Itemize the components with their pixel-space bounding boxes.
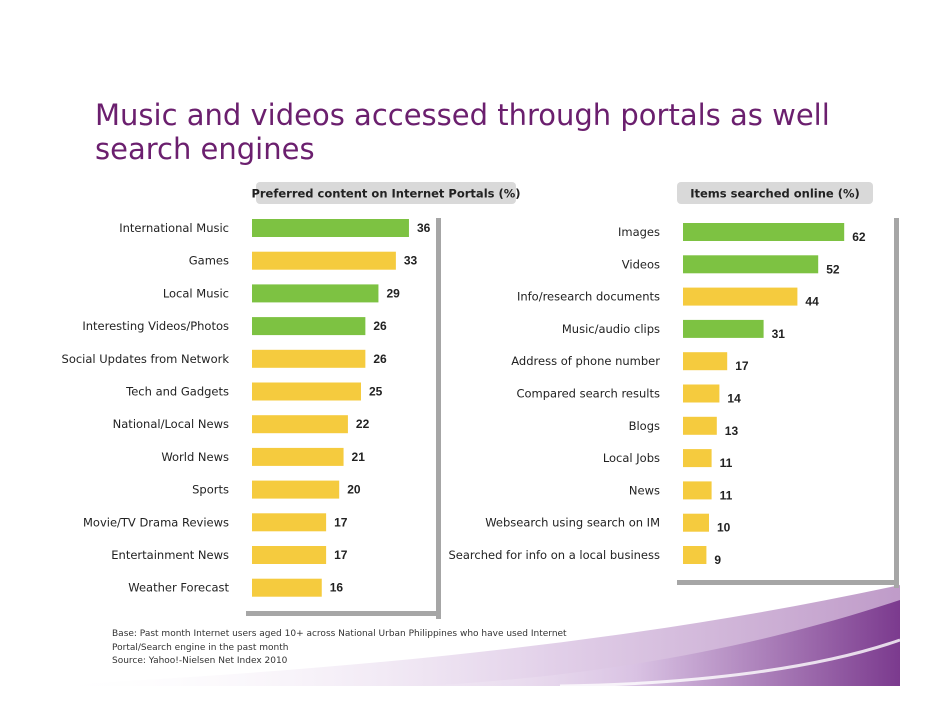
portal-bar [252,447,344,466]
portal-chart-title: Preferred content on Internet Portals (%… [251,187,520,201]
search-bar [683,352,728,371]
portal-bar [252,513,327,532]
portal-data-label: 36 [417,221,431,235]
search-category-label: Address of phone number [511,354,660,368]
portal-data-label: 26 [373,319,387,333]
search-category-label: Music/audio clips [562,322,660,336]
search-data-label: 13 [725,424,739,438]
search-data-label: 62 [852,230,866,244]
search-panel-shadow-right [894,218,899,588]
search-panel-shadow-bottom [677,580,899,585]
portal-bar [252,382,361,401]
footnote-source: Source: Yahoo!-Nielsen Net Index 2010 [112,656,288,666]
search-bar [683,384,720,403]
search-category-label: Local Jobs [603,451,660,465]
search-category-label: Websearch using search on IM [485,516,660,530]
footnote: Base: Past month Internet users aged 10+… [112,628,672,669]
portal-category-label: International Music [119,221,229,235]
footnote-base-line-2: Portal/Search engine in the past month [112,642,289,653]
portal-bar [252,546,327,564]
portal-data-label: 17 [334,548,348,562]
portal-bar [252,349,366,368]
portal-data-label: 21 [352,450,366,464]
search-bar [683,416,717,435]
portal-panel-shadow-bottom [246,611,441,616]
portal-category-label: Weather Forecast [128,581,229,595]
portal-bar [252,251,396,270]
search-bar [683,223,845,241]
search-category-label: Videos [622,257,660,271]
slide-title: Music and videos accessed through portal… [95,98,830,166]
search-category-label: Info/research documents [517,290,660,304]
search-data-label: 31 [772,327,786,341]
portal-bar [252,480,340,499]
portal-category-label: Social Updates from Network [62,352,230,366]
search-data-label: 52 [826,262,840,276]
search-bar [683,319,764,338]
search-category-label: Images [618,225,660,239]
search-data-label: 11 [720,456,733,470]
search-bar [683,449,712,468]
portal-category-label: Games [189,254,229,268]
search-data-label: 11 [720,488,733,502]
portal-category-label: Sports [192,483,229,497]
portal-panel-shadow-right [436,218,441,619]
portal-category-label: Tech and Gadgets [125,385,229,399]
portal-bar [252,317,366,336]
portal-header-pill [256,182,516,204]
portal-data-label: 33 [404,254,418,268]
search-header-pill [677,182,873,204]
search-bar [683,481,712,500]
portal-data-label: 16 [330,581,344,595]
portal-bar [252,578,322,597]
search-data-label: 9 [714,553,721,567]
search-bar [683,255,819,274]
portal-category-label: National/Local News [113,417,229,431]
search-data-label: 17 [735,359,749,373]
portal-category-label: Interesting Videos/Photos [82,319,229,333]
footnote-base-line: Base: Past month Internet users aged 10+… [112,629,567,639]
search-bar [683,287,798,306]
search-data-label: 14 [727,392,741,406]
portal-data-label: 17 [334,515,348,529]
portal-category-label: Movie/TV Drama Reviews [83,515,229,529]
portal-bar [252,415,348,434]
search-category-label: Compared search results [516,387,660,401]
search-data-label: 10 [717,521,731,535]
portal-data-label: 26 [373,352,387,366]
search-chart-title: Items searched online (%) [690,187,860,201]
portal-bar [252,219,409,237]
portal-data-label: 22 [356,417,370,431]
portal-category-label: Entertainment News [111,548,229,562]
search-bar [683,513,709,532]
portal-category-label: Local Music [163,286,229,300]
portal-data-label: 25 [369,385,383,399]
search-bar [683,546,707,564]
search-category-label: News [629,483,660,497]
portal-data-label: 29 [386,286,400,300]
portal-data-label: 20 [347,483,361,497]
portal-category-label: World News [161,450,229,464]
portal-bar [252,284,379,303]
search-data-label: 44 [805,295,819,309]
search-category-label: Blogs [629,419,660,433]
search-category-label: Searched for info on a local business [449,548,661,562]
